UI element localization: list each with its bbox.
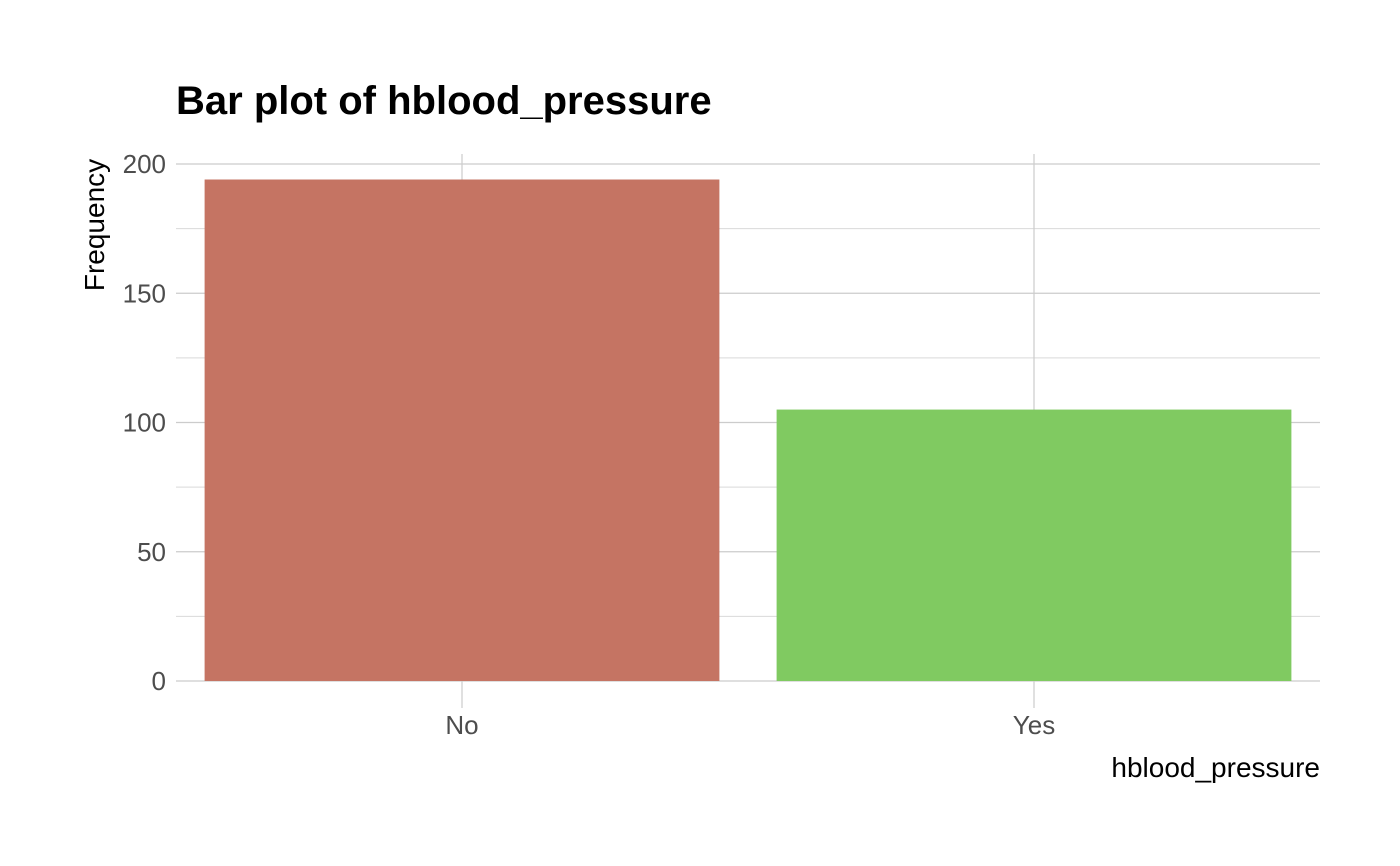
bar-no bbox=[204, 179, 720, 681]
y-axis-title: Frequency bbox=[79, 159, 110, 291]
x-axis-title: hblood_pressure bbox=[1111, 752, 1320, 783]
y-tick-label: 100 bbox=[123, 408, 166, 438]
x-tick-label: No bbox=[445, 710, 478, 740]
x-tick-label: Yes bbox=[1013, 710, 1055, 740]
y-tick-label: 150 bbox=[123, 278, 166, 308]
y-tick-label: 200 bbox=[123, 149, 166, 179]
chart-title: Bar plot of hblood_pressure bbox=[176, 79, 712, 123]
bar-yes bbox=[776, 409, 1292, 681]
tick-labels: 0 50 100 150 200 No Yes bbox=[123, 149, 1056, 740]
y-tick-label: 50 bbox=[137, 537, 166, 567]
y-tick-label: 0 bbox=[152, 666, 166, 696]
bars bbox=[204, 179, 1292, 681]
